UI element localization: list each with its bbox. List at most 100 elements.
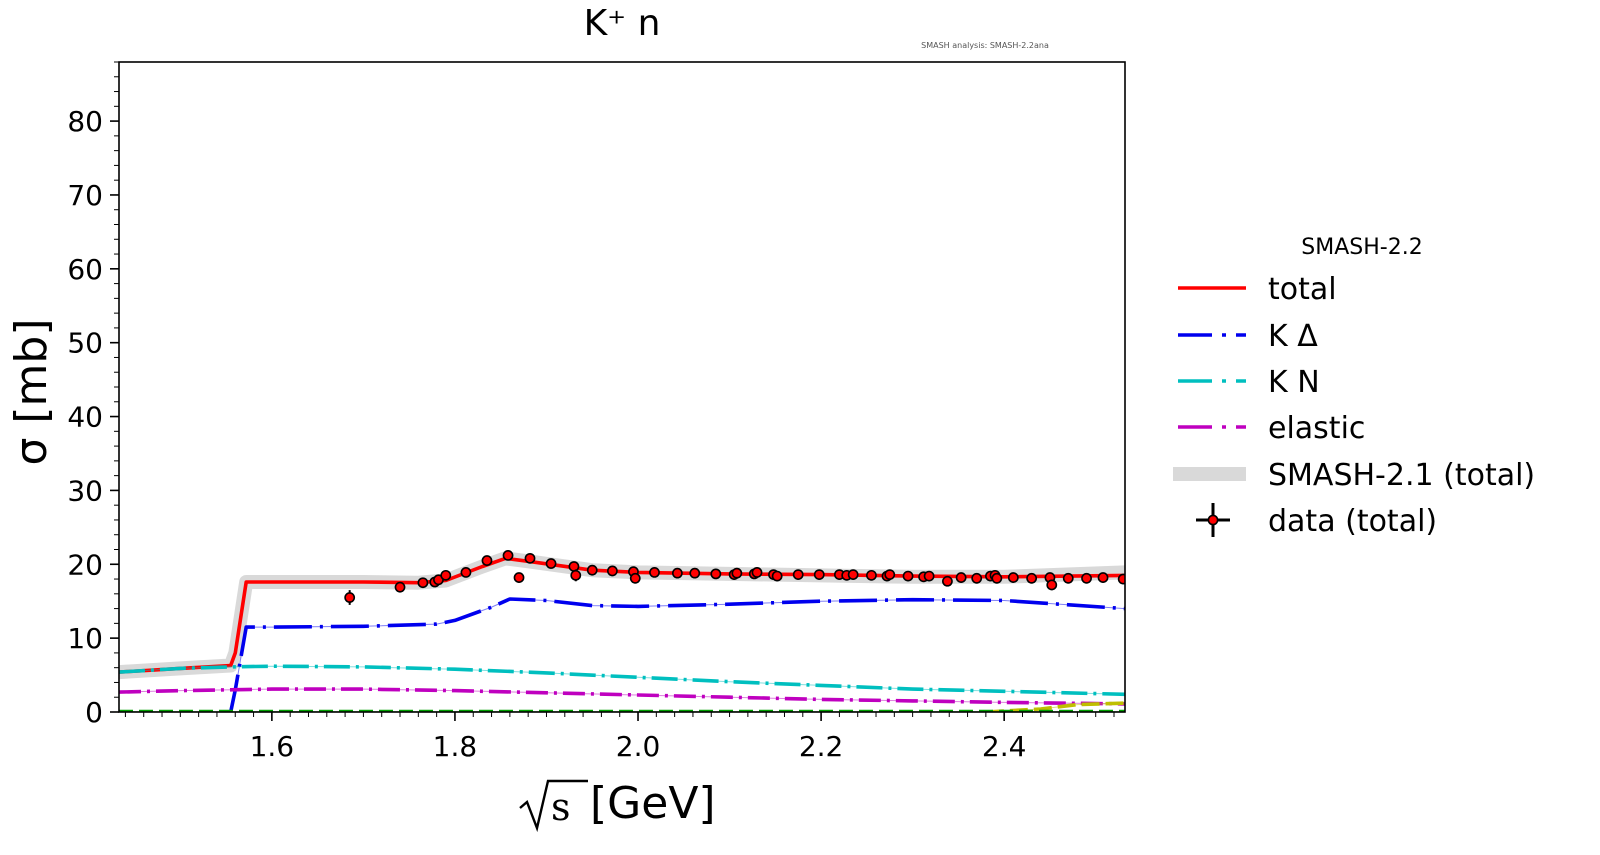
data-point <box>710 568 722 580</box>
data-point <box>751 566 763 578</box>
data-point <box>902 570 914 582</box>
data-point-marker <box>1081 572 1092 584</box>
data-point-marker <box>731 567 743 579</box>
y-tick-label: 20 <box>67 548 103 581</box>
series-minor-channel-yellow <box>985 701 1125 712</box>
y-tick-label: 30 <box>67 474 103 507</box>
x-axis-label: [GeV] <box>590 778 716 829</box>
data-point <box>394 581 406 593</box>
x-tick-label: 2.0 <box>616 730 661 763</box>
x-tick-label: 2.2 <box>799 730 844 763</box>
chart-title: K⁺ n <box>584 3 661 44</box>
data-point-marker <box>1007 572 1019 583</box>
legend-entry: K Δ <box>1178 319 1318 354</box>
legend-label: elastic <box>1268 411 1365 446</box>
plot-area <box>119 550 1125 712</box>
data-point <box>1007 572 1019 583</box>
legend-label: total <box>1268 272 1337 307</box>
legend-entry: SMASH-2.1 (total) <box>1173 458 1535 493</box>
series-elastic <box>119 687 1125 706</box>
legend-entry: total <box>1178 272 1337 307</box>
data-point-marker <box>902 570 914 582</box>
data-point <box>955 572 967 583</box>
data-point-marker <box>481 555 493 566</box>
data-point-marker <box>649 566 660 578</box>
legend-label: SMASH-2.1 (total) <box>1268 458 1535 493</box>
data-point-marker <box>440 569 452 581</box>
legend-label: K Δ <box>1268 319 1318 354</box>
x-axis-label-symbol: s <box>551 785 571 829</box>
data-point-marker <box>606 565 618 577</box>
data-point-marker <box>394 581 406 593</box>
data-point <box>344 590 356 605</box>
y-tick-label: 80 <box>67 105 103 138</box>
data-point <box>884 569 896 581</box>
data-point <box>481 555 493 566</box>
data-point <box>942 575 953 587</box>
data-point-marker <box>570 569 582 581</box>
data-point-marker <box>344 592 356 603</box>
data-point <box>570 569 582 582</box>
series-k-n <box>119 664 1125 697</box>
data-point-marker <box>866 569 877 581</box>
data-point <box>923 570 935 582</box>
sqrt-sign <box>519 779 588 833</box>
legend-title: SMASH-2.2 <box>1301 235 1422 260</box>
legend-entry: data (total) <box>1196 503 1437 539</box>
data-point-marker <box>813 569 825 581</box>
axes: 1.6 1.8 2.0 2.2 2.4 0 10 20 30 40 50 60 70 80 <box>67 61 1115 763</box>
data-point <box>502 550 514 561</box>
data-point <box>731 567 743 579</box>
data-point-marker <box>923 570 935 582</box>
data-point <box>1026 572 1038 584</box>
data-point <box>991 572 1003 584</box>
data-point-marker <box>771 570 783 582</box>
legend-swatch-marker <box>1207 514 1219 526</box>
plot-frame <box>118 61 1126 713</box>
data-point-marker <box>502 550 514 561</box>
data-point-marker <box>955 572 967 583</box>
data-point <box>460 566 472 578</box>
data-point <box>792 569 804 581</box>
data-point <box>971 572 983 584</box>
data-point <box>440 569 452 581</box>
data-point <box>586 564 598 576</box>
data-point <box>689 567 701 579</box>
y-tick-label: 60 <box>67 253 103 286</box>
data-point-marker <box>1062 572 1074 584</box>
data-point <box>1097 572 1109 583</box>
data-point-marker <box>524 552 536 564</box>
data-point-marker <box>884 569 896 581</box>
data-point-marker <box>689 567 701 579</box>
legend-entry: K N <box>1178 365 1320 400</box>
data-point-marker <box>671 567 683 579</box>
x-tick-label: 1.8 <box>433 730 478 763</box>
data-point-marker <box>629 572 641 584</box>
data-point-marker <box>568 561 580 572</box>
legend-entry: elastic <box>1178 411 1365 446</box>
data-point <box>866 569 877 581</box>
data-point <box>671 567 683 579</box>
data-point <box>1046 579 1058 591</box>
data-point <box>847 569 859 581</box>
data-point-marker <box>417 577 429 589</box>
data-point <box>649 566 660 578</box>
data-point-marker <box>991 572 1003 584</box>
data-point <box>513 572 525 583</box>
x-tick-label: 2.4 <box>982 730 1027 763</box>
data-point-marker <box>1117 573 1125 585</box>
data-point <box>771 570 783 582</box>
data-point <box>606 565 618 577</box>
y-tick-label: 10 <box>67 622 103 655</box>
data-point-marker <box>971 572 983 584</box>
data-point-marker <box>1026 572 1038 584</box>
data-point-marker <box>586 564 598 576</box>
y-tick-label: 0 <box>85 696 103 729</box>
data-point-marker <box>1097 572 1109 583</box>
y-tick-label: 40 <box>67 401 103 434</box>
legend-label: data (total) <box>1268 504 1437 539</box>
data-point <box>1081 572 1092 584</box>
chart-annotation: SMASH analysis: SMASH-2.2ana <box>921 41 1049 50</box>
data-point <box>568 561 580 572</box>
